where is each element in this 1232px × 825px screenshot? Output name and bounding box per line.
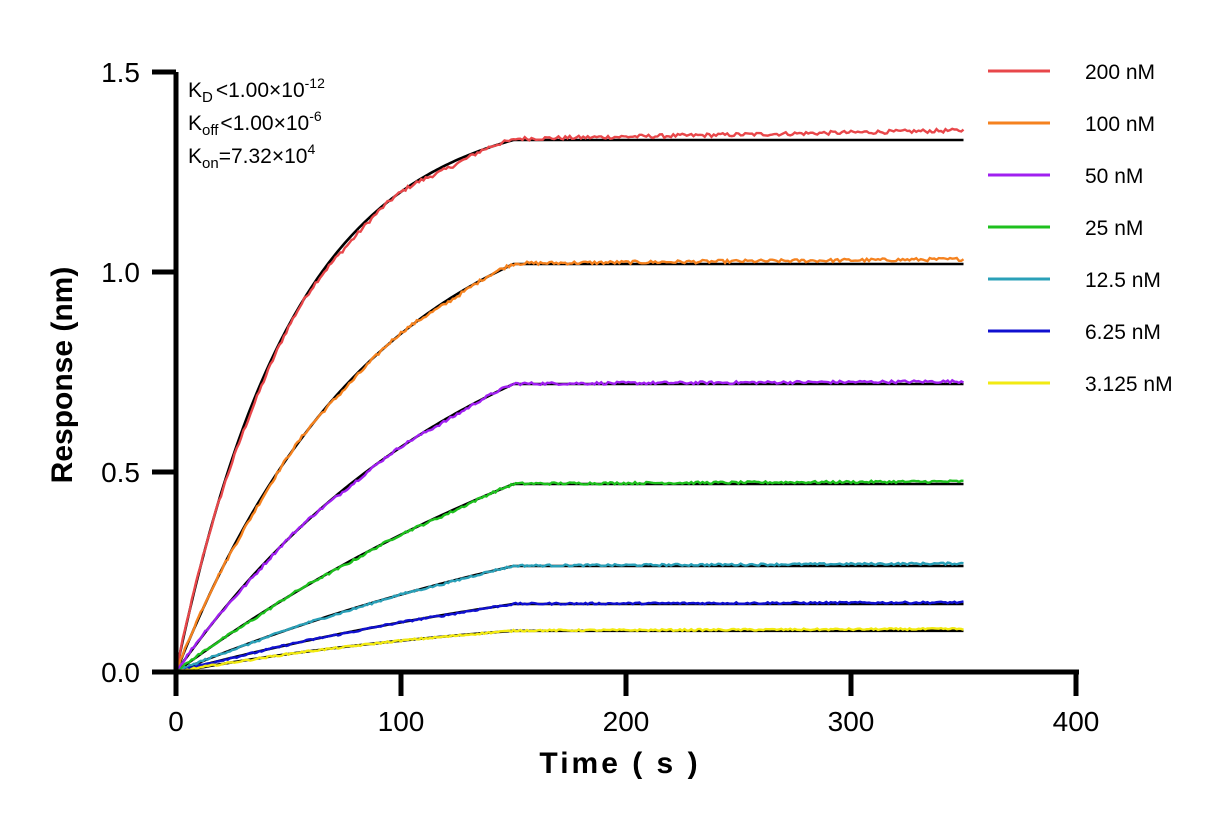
- legend-label: 6.25 nM: [1085, 321, 1161, 344]
- kon-label: Kon=7.32×104: [188, 141, 315, 172]
- kon-rel: =: [219, 145, 231, 168]
- x-tick-label: 100: [378, 706, 425, 737]
- y-tick-label: 1.5: [101, 57, 140, 88]
- fit-line: [175, 629, 964, 674]
- legend: 200 nM 100 nM 50 nM 25 nM 12.5 nM 6.25 nM 3.12…: [988, 61, 1173, 396]
- y-axis-title: Response (nm): [46, 267, 79, 484]
- koff-mantissa: 1.00: [233, 112, 274, 135]
- response-curves: [174, 127, 965, 674]
- series-line: [175, 378, 965, 673]
- kon-sub: on: [202, 155, 219, 172]
- kinetics-annotation: KD <1.00×10-12 Koff<1.00×10-6 Kon=7.32×10…: [188, 75, 325, 172]
- x-tick-label: 200: [603, 706, 650, 737]
- y-tick-label: 0.5: [101, 457, 140, 488]
- series-line: [175, 479, 964, 674]
- x-tick-label: 0: [168, 706, 184, 737]
- x-tick-label: 400: [1053, 706, 1100, 737]
- kd-label: KD <1.00×10-12: [188, 75, 325, 106]
- koff-base: K: [188, 112, 202, 135]
- y-tick-label: 0.0: [101, 657, 140, 688]
- legend-label: 25 nM: [1085, 217, 1143, 240]
- kon-exp: 4: [307, 141, 315, 157]
- fit-line: [174, 262, 964, 673]
- koff-rel: <: [220, 112, 232, 135]
- legend-label: 12.5 nM: [1085, 269, 1161, 292]
- koff-exp: -6: [309, 108, 322, 124]
- y-tick-label: 1.0: [101, 257, 140, 288]
- series-line: [174, 256, 965, 673]
- kon-mantissa: 7.32: [231, 145, 272, 168]
- legend-label: 50 nM: [1085, 165, 1143, 188]
- legend-label: 3.125 nM: [1085, 373, 1173, 396]
- kd-times: ×10: [269, 79, 305, 102]
- koff-sub: off: [202, 122, 219, 139]
- legend-label: 100 nM: [1085, 113, 1155, 136]
- series-line: [174, 127, 965, 673]
- kd-rel: <: [216, 79, 228, 102]
- kd-sub: D: [202, 89, 213, 106]
- x-tick-label: 300: [828, 706, 875, 737]
- kd-exp: -12: [305, 75, 325, 91]
- koff-label: Koff<1.00×10-6: [188, 108, 322, 139]
- legend-label: 200 nM: [1085, 61, 1155, 84]
- kd-mantissa: 1.00: [228, 79, 269, 102]
- kd-base: K: [188, 79, 202, 102]
- kon-times: ×10: [272, 145, 308, 168]
- series-line: [175, 600, 964, 674]
- fit-line: [175, 564, 964, 674]
- koff-times: ×10: [274, 112, 310, 135]
- axis-ticks: [152, 69, 1079, 696]
- fit-line: [175, 602, 964, 674]
- series-line: [175, 561, 964, 674]
- series-line: [175, 626, 964, 674]
- kon-base: K: [188, 145, 202, 168]
- x-axis-title: Time ( s ): [539, 747, 700, 780]
